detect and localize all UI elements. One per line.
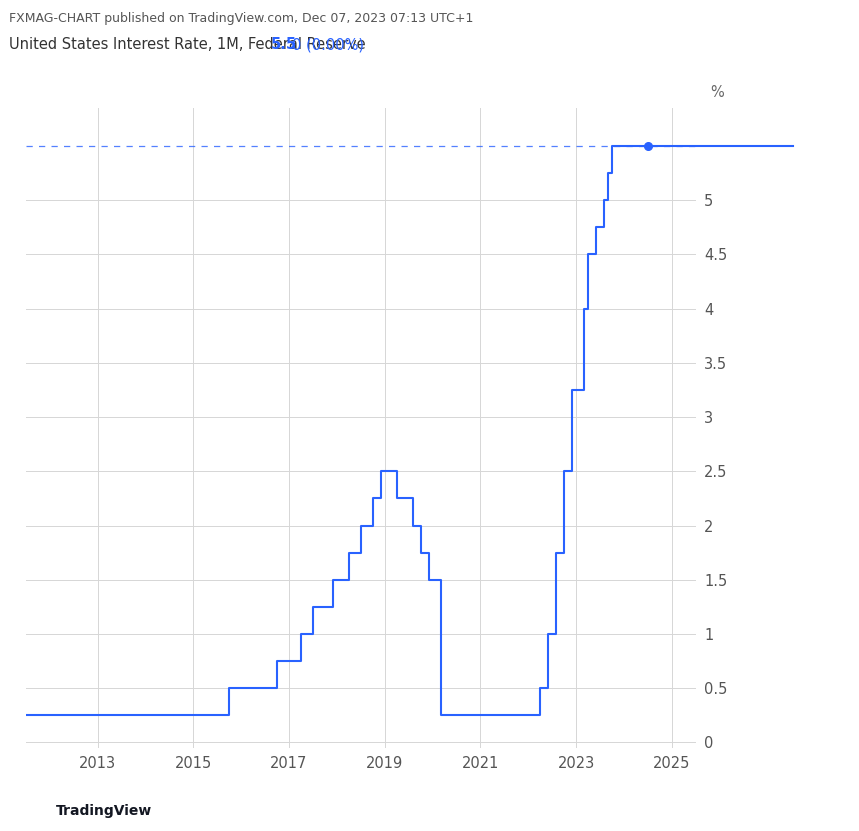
Text: TradingView: TradingView <box>56 804 152 818</box>
Text: 5.5: 5.5 <box>271 37 297 52</box>
Text: United States Interest Rate, 1M, Federal Reserve: United States Interest Rate, 1M, Federal… <box>9 37 365 52</box>
Text: %: % <box>710 85 724 100</box>
Text: TV: TV <box>16 806 34 816</box>
Text: USINTR   5.5: USINTR 5.5 <box>801 139 859 153</box>
Text: 0 (0.00%): 0 (0.00%) <box>292 37 363 52</box>
Text: FXMAG-CHART published on TradingView.com, Dec 07, 2023 07:13 UTC+1: FXMAG-CHART published on TradingView.com… <box>9 12 473 26</box>
